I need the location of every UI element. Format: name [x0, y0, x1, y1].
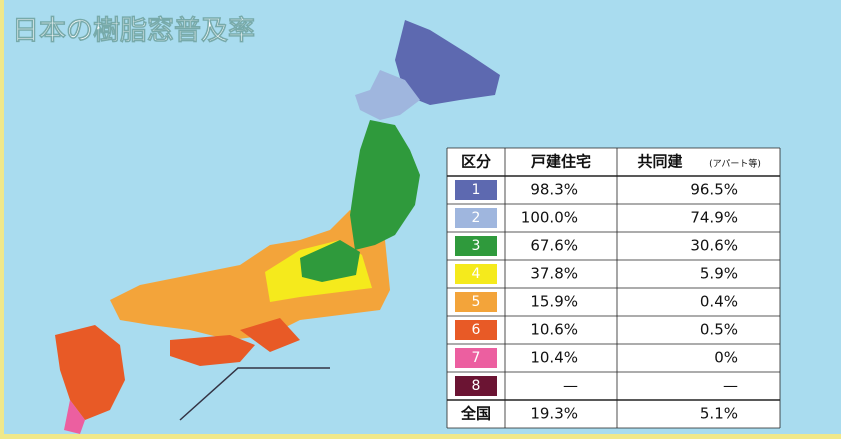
apartment-cell: — — [723, 377, 738, 395]
zone-label: 2 — [472, 210, 481, 226]
table: 区分 戸建住宅 共同建 (アパート等) 1 98.3% 96.5% 2 100.0% 74.9% 3… — [446, 147, 781, 429]
zone-swatch — [455, 208, 497, 228]
total-label: 全国 — [460, 405, 491, 423]
house-cell: 37.8% — [530, 265, 578, 283]
header-cell: 区分 — [461, 153, 491, 171]
kii-zone-6 — [240, 318, 300, 352]
house-cell: 100.0% — [521, 209, 578, 227]
zone-swatch — [455, 376, 497, 396]
zone-swatch — [455, 292, 497, 312]
zone-label: 3 — [472, 238, 481, 254]
hokkaido-zone-2 — [355, 70, 420, 120]
zone-swatch — [455, 348, 497, 368]
zone-swatch — [455, 320, 497, 340]
map — [55, 20, 500, 434]
header-cell: 共同建 — [637, 153, 683, 171]
edge — [0, 0, 4, 439]
honshu-zone-5 — [110, 210, 390, 340]
apartment-cell: 0% — [714, 349, 738, 367]
inset-line — [179, 367, 330, 421]
house-cell: 10.4% — [530, 349, 578, 367]
house-cell: 15.9% — [530, 293, 578, 311]
edge — [0, 434, 841, 439]
header-note: (アパート等) — [709, 158, 761, 170]
zone-label: 5 — [472, 294, 481, 310]
house-cell: 10.6% — [530, 321, 578, 339]
apartment-cell: 96.5% — [690, 181, 738, 199]
apartment-cell: 0.5% — [700, 321, 738, 339]
zone-label: 4 — [472, 266, 481, 282]
apartment-cell: 5.1% — [700, 405, 738, 423]
zone-label: 7 — [472, 350, 481, 366]
kyushu-zone-7 — [64, 400, 85, 434]
apartment-cell: 30.6% — [690, 237, 738, 255]
tohoku-zone-3 — [350, 120, 420, 250]
apartment-cell: 0.4% — [700, 293, 738, 311]
apartment-cell: 74.9% — [690, 209, 738, 227]
title: 日本の樹脂窓普及率 — [12, 15, 255, 47]
zone-label: 6 — [472, 322, 481, 338]
shikoku-zone-6 — [170, 335, 255, 366]
house-cell: — — [563, 377, 578, 395]
house-cell: 67.6% — [530, 237, 578, 255]
zone-swatch — [455, 264, 497, 284]
zone-swatch — [455, 180, 497, 200]
kyushu-zone-6 — [55, 325, 125, 420]
hokkaido-zone-1 — [395, 20, 500, 105]
chubu-zone-3 — [300, 240, 360, 282]
header-cell: 戸建住宅 — [531, 153, 591, 171]
zone-label: 1 — [472, 182, 481, 198]
zone-swatch — [455, 236, 497, 256]
house-cell: 19.3% — [530, 405, 578, 423]
apartment-cell: 5.9% — [700, 265, 738, 283]
zone-label: 8 — [472, 378, 481, 394]
house-cell: 98.3% — [530, 181, 578, 199]
